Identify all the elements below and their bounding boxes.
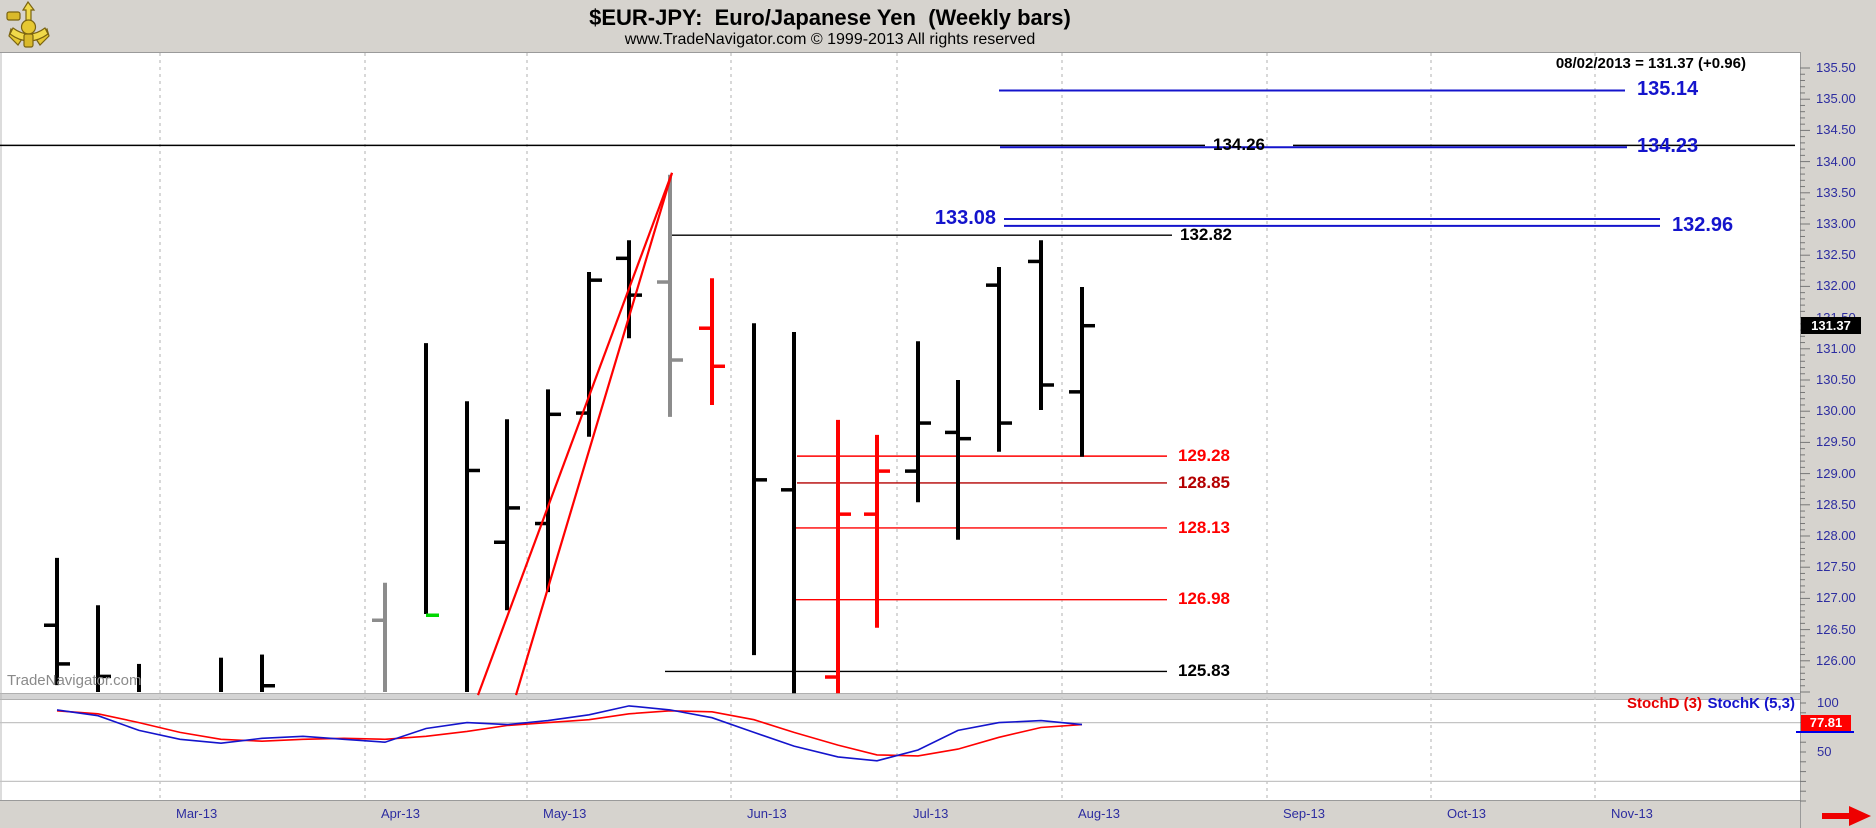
price-axis-label: 135.00 xyxy=(1816,91,1856,107)
price-axis-label: 131.00 xyxy=(1816,340,1856,356)
stochk-line-end xyxy=(1796,731,1854,733)
time-axis-label: Jul-13 xyxy=(913,806,949,821)
tradenavigator-logo-icon xyxy=(6,0,52,57)
price-axis-label: 128.50 xyxy=(1816,496,1856,512)
price-axis-label: 130.50 xyxy=(1816,372,1856,387)
stoch-axis-50-label: 50 xyxy=(1817,744,1832,759)
price-axis-label: 126.50 xyxy=(1816,621,1856,637)
time-axis-label: Apr-13 xyxy=(381,806,421,821)
panel-divider xyxy=(0,693,1800,700)
time-axis-label: Nov-13 xyxy=(1611,806,1653,821)
level-label-125.83: 125.83 xyxy=(1178,661,1230,681)
page-title: $EUR-JPY: Euro/Japanese Yen (Weekly bars… xyxy=(589,5,1071,30)
level-label-126.98: 126.98 xyxy=(1178,589,1230,609)
price-axis-column xyxy=(1800,52,1876,828)
time-axis-label: May-13 xyxy=(543,806,587,821)
level-label-135.14: 135.14 xyxy=(1637,78,1699,101)
stochk-line xyxy=(56,705,1083,762)
time-axis-label: Mar-13 xyxy=(176,806,218,821)
price-axis-label: 128.00 xyxy=(1816,528,1856,543)
level-label-129.28: 129.28 xyxy=(1178,445,1230,465)
scroll-right-arrow-icon[interactable] xyxy=(1822,806,1871,826)
price-axis-label: 129.50 xyxy=(1816,434,1856,450)
trendline xyxy=(514,172,674,696)
stochd-legend: StochD (3) xyxy=(1627,695,1702,712)
level-label-128.85: 128.85 xyxy=(1178,472,1230,492)
stoch-last-value-marker: 77.81 xyxy=(1801,715,1851,731)
price-axis-label: 126.00 xyxy=(1816,652,1856,668)
time-axis-row xyxy=(0,800,1800,828)
level-label-134.23: 134.23 xyxy=(1637,135,1699,158)
stoch-axis-100-label: 100 xyxy=(1817,695,1839,710)
price-axis-label: 130.00 xyxy=(1816,403,1856,419)
stochd-line xyxy=(56,709,1083,757)
price-axis-label: 127.00 xyxy=(1816,590,1856,606)
price-axis-label: 135.50 xyxy=(1816,60,1856,75)
last-bar-readout: 08/02/2013 = 131.37 (+0.96) xyxy=(1555,55,1746,72)
level-label-132.96: 132.96 xyxy=(1672,213,1734,236)
time-axis-label: Jun-13 xyxy=(747,806,787,821)
level-label-132.82: 132.82 xyxy=(1180,224,1232,244)
page-subtitle: www.TradeNavigator.com © 1999-2013 All r… xyxy=(624,31,1036,48)
level-label-128.13: 128.13 xyxy=(1178,517,1230,537)
price-axis-label: 132.00 xyxy=(1816,278,1856,294)
price-axis-label: 127.50 xyxy=(1816,559,1856,575)
trendline xyxy=(476,172,674,696)
price-axis-label: 133.50 xyxy=(1816,184,1856,200)
price-axis-label: 129.00 xyxy=(1816,465,1856,481)
price-axis-label: 134.50 xyxy=(1816,122,1856,138)
stochk-legend: StochK (5,3) xyxy=(1707,695,1795,712)
header-bar: $EUR-JPY: Euro/Japanese Yen (Weekly bars… xyxy=(0,0,1876,53)
time-axis-label: Oct-13 xyxy=(1447,806,1487,821)
price-axis-label: 133.00 xyxy=(1816,216,1856,231)
level-label-134.26: 134.26 xyxy=(1213,135,1265,155)
last-price-marker: 131.37 xyxy=(1801,317,1861,334)
watermark-text: TradeNavigator.com xyxy=(7,672,142,689)
level-label-133.08: 133.08 xyxy=(934,207,996,229)
price-axis-label: 134.00 xyxy=(1816,153,1856,169)
time-axis-label: Sep-13 xyxy=(1283,806,1325,821)
price-axis-label: 132.50 xyxy=(1816,247,1856,263)
time-axis-label: Aug-13 xyxy=(1078,806,1120,821)
